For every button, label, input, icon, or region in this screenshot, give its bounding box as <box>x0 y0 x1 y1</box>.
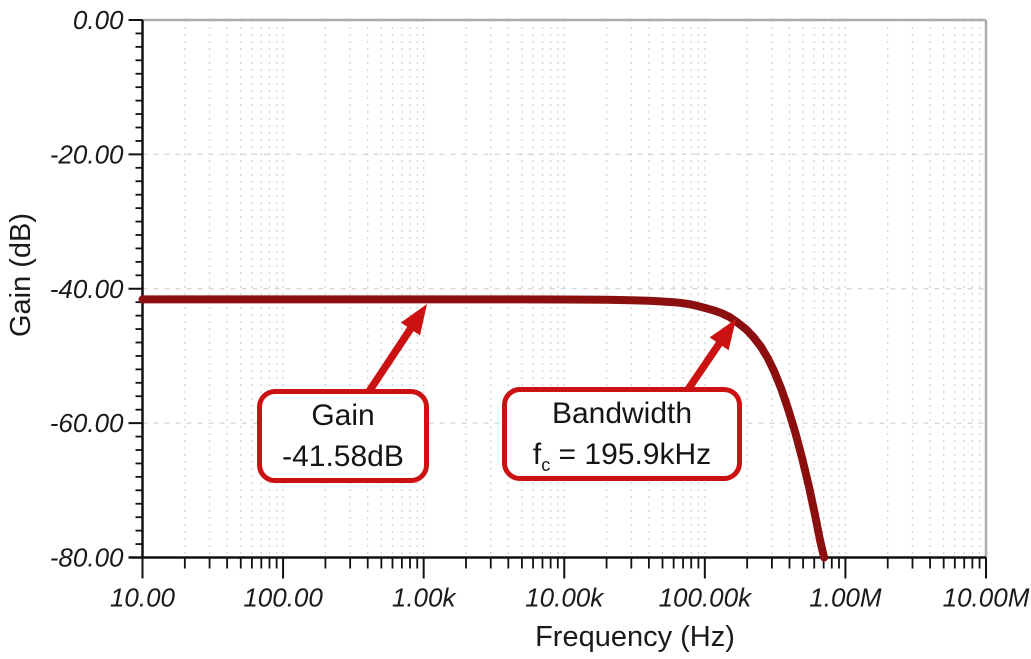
x-tick-label: 10.00k <box>525 583 605 613</box>
gain-callout: Gain -41.58dB <box>257 389 429 483</box>
annotation-arrows <box>364 304 736 396</box>
gain-callout-value: -41.58dB <box>282 440 404 473</box>
bandwidth-callout: Bandwidth fc = 195.9kHz <box>502 387 742 481</box>
gain-curve-path <box>138 295 829 562</box>
x-tick-label: 10.00 <box>110 583 176 613</box>
x-tick-label: 1.00M <box>809 583 882 613</box>
y-tick-label: -20.00 <box>50 139 124 169</box>
annotation-arrow-shaft <box>683 339 724 394</box>
bandwidth-callout-title: Bandwidth <box>551 396 693 430</box>
gain-callout-title: Gain <box>311 398 375 432</box>
annotation-arrowhead <box>709 319 736 351</box>
annotation-arrow-shaft <box>364 324 416 396</box>
x-tick-label: 10.00M <box>943 583 1030 613</box>
gain-curve <box>138 295 829 562</box>
x-tick-label: 100.00 <box>243 583 323 613</box>
axis-ticks <box>128 19 987 579</box>
x-tick-label: 100.00k <box>659 583 754 613</box>
x-tick-label: 1.00k <box>392 583 458 613</box>
annotation-arrowhead <box>400 304 427 336</box>
y-tick-label: -80.00 <box>50 543 124 573</box>
bandwidth-callout-value: fc = 195.9kHz <box>532 438 712 475</box>
y-tick-label: -40.00 <box>50 274 124 304</box>
y-axis-title: Gain (dB) <box>5 213 37 337</box>
x-axis-title: Frequency (Hz) <box>535 621 735 653</box>
tick-labels: 0.00 -20.00 -40.00 -60.00 -80.00 10.00 100.00 1… <box>50 5 1030 613</box>
y-tick-label: 0.00 <box>73 5 124 35</box>
y-tick-label: -60.00 <box>50 408 124 438</box>
